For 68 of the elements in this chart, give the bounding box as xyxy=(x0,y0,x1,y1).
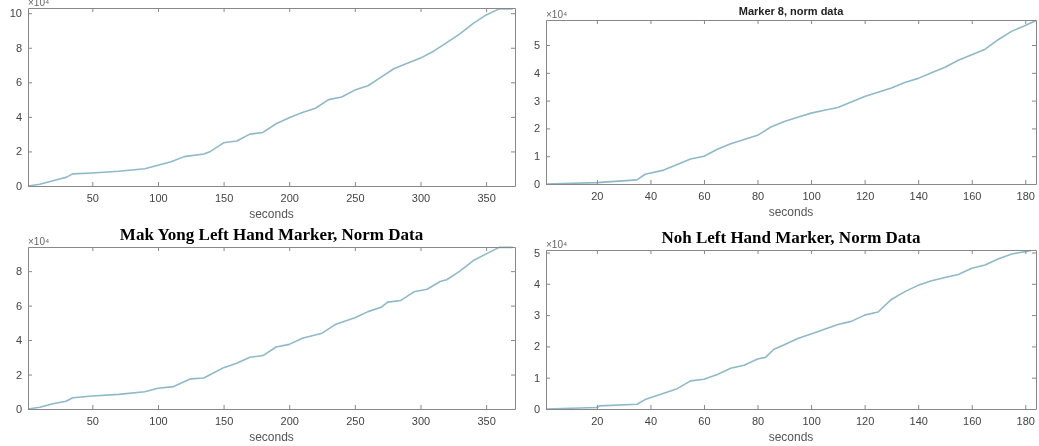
x-tick-label: 60 xyxy=(698,189,711,202)
x-tick-label: 350 xyxy=(477,191,496,204)
x-tick-label: 140 xyxy=(909,414,928,427)
y-tick-label: 6 xyxy=(15,76,22,89)
x-tick-label: 200 xyxy=(280,414,299,427)
x-tick-label: 120 xyxy=(855,189,875,202)
x-tick-label: 300 xyxy=(411,414,431,427)
y-tick-label: 10 xyxy=(9,7,22,20)
y-tick-label: 6 xyxy=(15,299,22,312)
x-tick-label: 100 xyxy=(802,189,821,202)
x-tick-label: 80 xyxy=(751,414,765,427)
x-tick-label: 120 xyxy=(855,414,875,427)
text: ×10⁴ xyxy=(546,239,568,250)
x-tick-label: 60 xyxy=(698,414,711,427)
x-tick-label: 160 xyxy=(963,414,982,427)
y-tick-label: 0 xyxy=(533,403,540,416)
x-tick-label: 250 xyxy=(346,414,365,427)
x-tick-label: 300 xyxy=(411,191,431,204)
x-tick-label: 250 xyxy=(346,191,365,204)
chart-title: Mak Yong Left Hand Marker, Norm Data xyxy=(119,225,424,244)
line-series xyxy=(28,8,514,187)
y-tick-label: 5 xyxy=(533,246,540,259)
x-tick-label: 20 xyxy=(591,189,604,202)
line-series xyxy=(546,19,1036,185)
y-tick-label: 1 xyxy=(533,371,540,384)
y-tick-label: 2 xyxy=(533,122,540,135)
x-tick-label: 150 xyxy=(214,191,234,204)
y-tick-label: 1 xyxy=(533,150,540,163)
chart-title: Noh Left Hand Marker, Norm Data xyxy=(661,228,922,247)
x-tick-label: 20 xyxy=(591,414,604,427)
x-tick-label: 160 xyxy=(963,189,982,202)
y-tick-label: 0 xyxy=(15,403,22,416)
text: ×10⁴ xyxy=(546,9,568,20)
y-tick-label: 3 xyxy=(533,94,540,107)
y-tick-label: 5 xyxy=(533,39,540,52)
x-axis-title: seconds xyxy=(768,205,814,219)
y-tick-label: 4 xyxy=(533,66,540,79)
x-tick-label: 100 xyxy=(149,191,168,204)
y-tick-label: 0 xyxy=(533,178,540,191)
y-tick-label: 4 xyxy=(15,110,22,123)
y-tick-label: 2 xyxy=(15,368,22,381)
y-tick-label: 4 xyxy=(15,334,22,347)
text: ×10⁴ xyxy=(28,236,50,247)
y-tick-label: 3 xyxy=(533,309,540,322)
x-tick-label: 100 xyxy=(802,414,821,427)
x-tick-label: 100 xyxy=(149,414,168,427)
y-tick-label: 4 xyxy=(533,277,540,290)
x-axis-title: seconds xyxy=(249,207,294,221)
y-tick-label: 8 xyxy=(15,265,22,278)
x-tick-label: 50 xyxy=(86,191,99,204)
x-tick-label: 80 xyxy=(751,189,765,202)
x-tick-label: 150 xyxy=(214,414,234,427)
x-tick-label: 40 xyxy=(644,414,658,427)
x-tick-label: 180 xyxy=(1016,189,1035,202)
x-tick-label: 140 xyxy=(909,189,928,202)
y-tick-label: 0 xyxy=(15,180,22,193)
x-tick-label: 350 xyxy=(477,414,496,427)
x-tick-label: 180 xyxy=(1016,414,1035,427)
x-tick-label: 40 xyxy=(644,189,658,202)
x-axis-title: seconds xyxy=(249,430,294,444)
x-tick-label: 200 xyxy=(280,191,299,204)
chart-title: Marker 8, norm data xyxy=(738,5,845,17)
y-tick-label: 8 xyxy=(15,41,22,54)
y-tick-label: 2 xyxy=(533,340,540,353)
x-axis-title: seconds xyxy=(768,430,814,444)
line-series xyxy=(546,249,1032,410)
y-tick-label: 2 xyxy=(15,145,22,158)
x-tick-label: 50 xyxy=(86,414,99,427)
